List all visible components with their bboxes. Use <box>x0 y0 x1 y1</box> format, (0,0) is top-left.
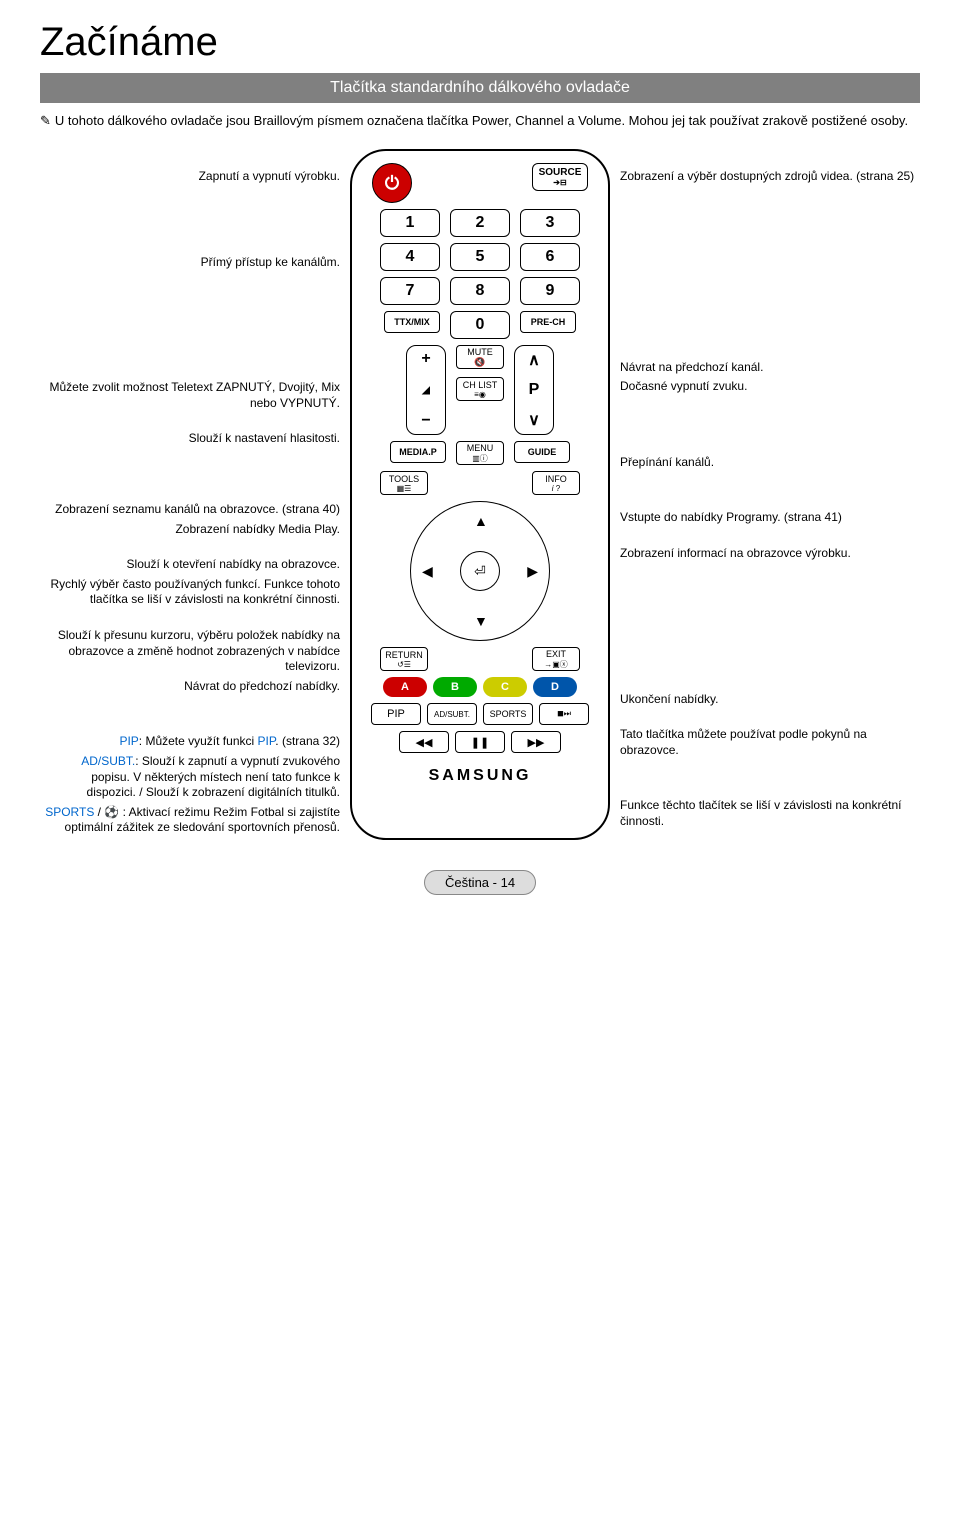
channel-rocker[interactable]: ∧P∨ <box>514 345 554 435</box>
chlist-button[interactable]: CH LIST≡◉ <box>456 377 504 401</box>
key-1[interactable]: 1 <box>380 209 440 237</box>
key-7[interactable]: 7 <box>380 277 440 305</box>
tools-button[interactable]: TOOLS▦☰ <box>380 471 428 495</box>
btn-b[interactable]: B <box>433 677 477 697</box>
forward-button[interactable]: ▶▶ <box>511 731 561 753</box>
color-buttons: A B C D <box>383 677 577 697</box>
volume-rocker[interactable]: +◢− <box>406 345 446 435</box>
guide-button[interactable]: GUIDE <box>514 441 570 463</box>
btn-c[interactable]: C <box>483 677 527 697</box>
desc-teletext: Můžete zvolit možnost Teletext ZAPNUTÝ, … <box>40 380 340 411</box>
menu-button[interactable]: MENU▥ⓘ <box>456 441 504 465</box>
pause-button[interactable]: ❚❚ <box>455 731 505 753</box>
adsubt-button[interactable]: AD/SUBT. <box>427 703 477 725</box>
source-button[interactable]: SOURCE➔⊟ <box>532 163 588 191</box>
power-button[interactable]: ⏻ <box>372 163 412 203</box>
desc-guide: Vstupte do nabídky Programy. (strana 41) <box>620 510 920 526</box>
desc-exit: Ukončení nabídky. <box>620 692 920 708</box>
desc-chlist: Zobrazení seznamu kanálů na obrazovce. (… <box>40 502 340 518</box>
key-3[interactable]: 3 <box>520 209 580 237</box>
mediap-button[interactable]: MEDIA.P <box>390 441 446 463</box>
desc-cursor: Slouží k přesunu kurzoru, výběru položek… <box>40 628 340 675</box>
desc-prech: Návrat na předchozí kanál. <box>620 360 920 376</box>
desc-mute: Dočasné vypnutí zvuku. <box>620 379 920 395</box>
key-9[interactable]: 9 <box>520 277 580 305</box>
btn-d[interactable]: D <box>533 677 577 697</box>
desc-abcd: Tato tlačítka můžete používat podle poky… <box>620 727 920 758</box>
page-title: Začínáme <box>40 20 920 65</box>
exit-button[interactable]: EXIT→▣ⓧ <box>532 647 580 671</box>
return-button[interactable]: RETURN↺☰ <box>380 647 428 671</box>
desc-pip: PIP: Můžete využít funkci PIP. (strana 3… <box>40 734 340 750</box>
dpad[interactable]: ▲ ▼ ◀ ▶ ⏎ <box>410 501 550 641</box>
desc-tools: Rychlý výběr často používaných funkcí. F… <box>40 577 340 608</box>
key-4[interactable]: 4 <box>380 243 440 271</box>
pip-button[interactable]: PIP <box>371 703 421 725</box>
dpad-enter[interactable]: ⏎ <box>460 551 500 591</box>
braille-note: U tohoto dálkového ovladače jsou Braillo… <box>40 113 920 129</box>
remote-control: ⏻ SOURCE➔⊟ 123 456 789 TTX/MIX 0 PRE-CH … <box>350 149 610 840</box>
desc-adsubt: AD/SUBT.: Slouží k zapnutí a vypnutí zvu… <box>40 754 340 801</box>
desc-power: Zapnutí a vypnutí výrobku. <box>40 169 340 185</box>
dpad-right[interactable]: ▶ <box>527 563 538 580</box>
brand-logo: SAMSUNG <box>429 767 532 785</box>
key-8[interactable]: 8 <box>450 277 510 305</box>
desc-channel: Přepínání kanálů. <box>620 455 920 471</box>
desc-source: Zobrazení a výběr dostupných zdrojů vide… <box>620 169 920 185</box>
sports-button[interactable]: SPORTS <box>483 703 533 725</box>
rewind-button[interactable]: ◀◀ <box>399 731 449 753</box>
key-6[interactable]: 6 <box>520 243 580 271</box>
dpad-down[interactable]: ▼ <box>474 613 488 629</box>
mute-button[interactable]: MUTE🔇 <box>456 345 504 369</box>
page-number: Čeština - 14 <box>424 870 536 895</box>
key-0[interactable]: 0 <box>450 311 510 339</box>
stop-button[interactable]: ■⏭ <box>539 703 589 725</box>
dpad-up[interactable]: ▲ <box>474 513 488 529</box>
info-button[interactable]: INFOi ? <box>532 471 580 495</box>
prech-button[interactable]: PRE-CH <box>520 311 576 333</box>
desc-return: Návrat do předchozí nabídky. <box>40 679 340 695</box>
desc-volume: Slouží k nastavení hlasitosti. <box>40 431 340 447</box>
subtitle-bar: Tlačítka standardního dálkového ovladače <box>40 73 920 103</box>
left-descriptions: Zapnutí a vypnutí výrobku. Přímý přístup… <box>40 149 340 840</box>
desc-playback: Funkce těchto tlačítek se liší v závislo… <box>620 798 920 829</box>
desc-channel-direct: Přímý přístup ke kanálům. <box>40 255 340 271</box>
dpad-left[interactable]: ◀ <box>422 563 433 580</box>
desc-info: Zobrazení informací na obrazovce výrobku… <box>620 546 920 562</box>
ttx-button[interactable]: TTX/MIX <box>384 311 440 333</box>
right-descriptions: Zobrazení a výběr dostupných zdrojů vide… <box>620 149 920 840</box>
desc-menu-open: Slouží k otevření nabídky na obrazovce. <box>40 557 340 573</box>
key-2[interactable]: 2 <box>450 209 510 237</box>
btn-a[interactable]: A <box>383 677 427 697</box>
desc-mediaplay: Zobrazení nabídky Media Play. <box>40 522 340 538</box>
page-footer: Čeština - 14 <box>40 870 920 895</box>
key-5[interactable]: 5 <box>450 243 510 271</box>
desc-sports: SPORTS / ⚽ : Aktivací režimu Režim Fotba… <box>40 805 340 836</box>
